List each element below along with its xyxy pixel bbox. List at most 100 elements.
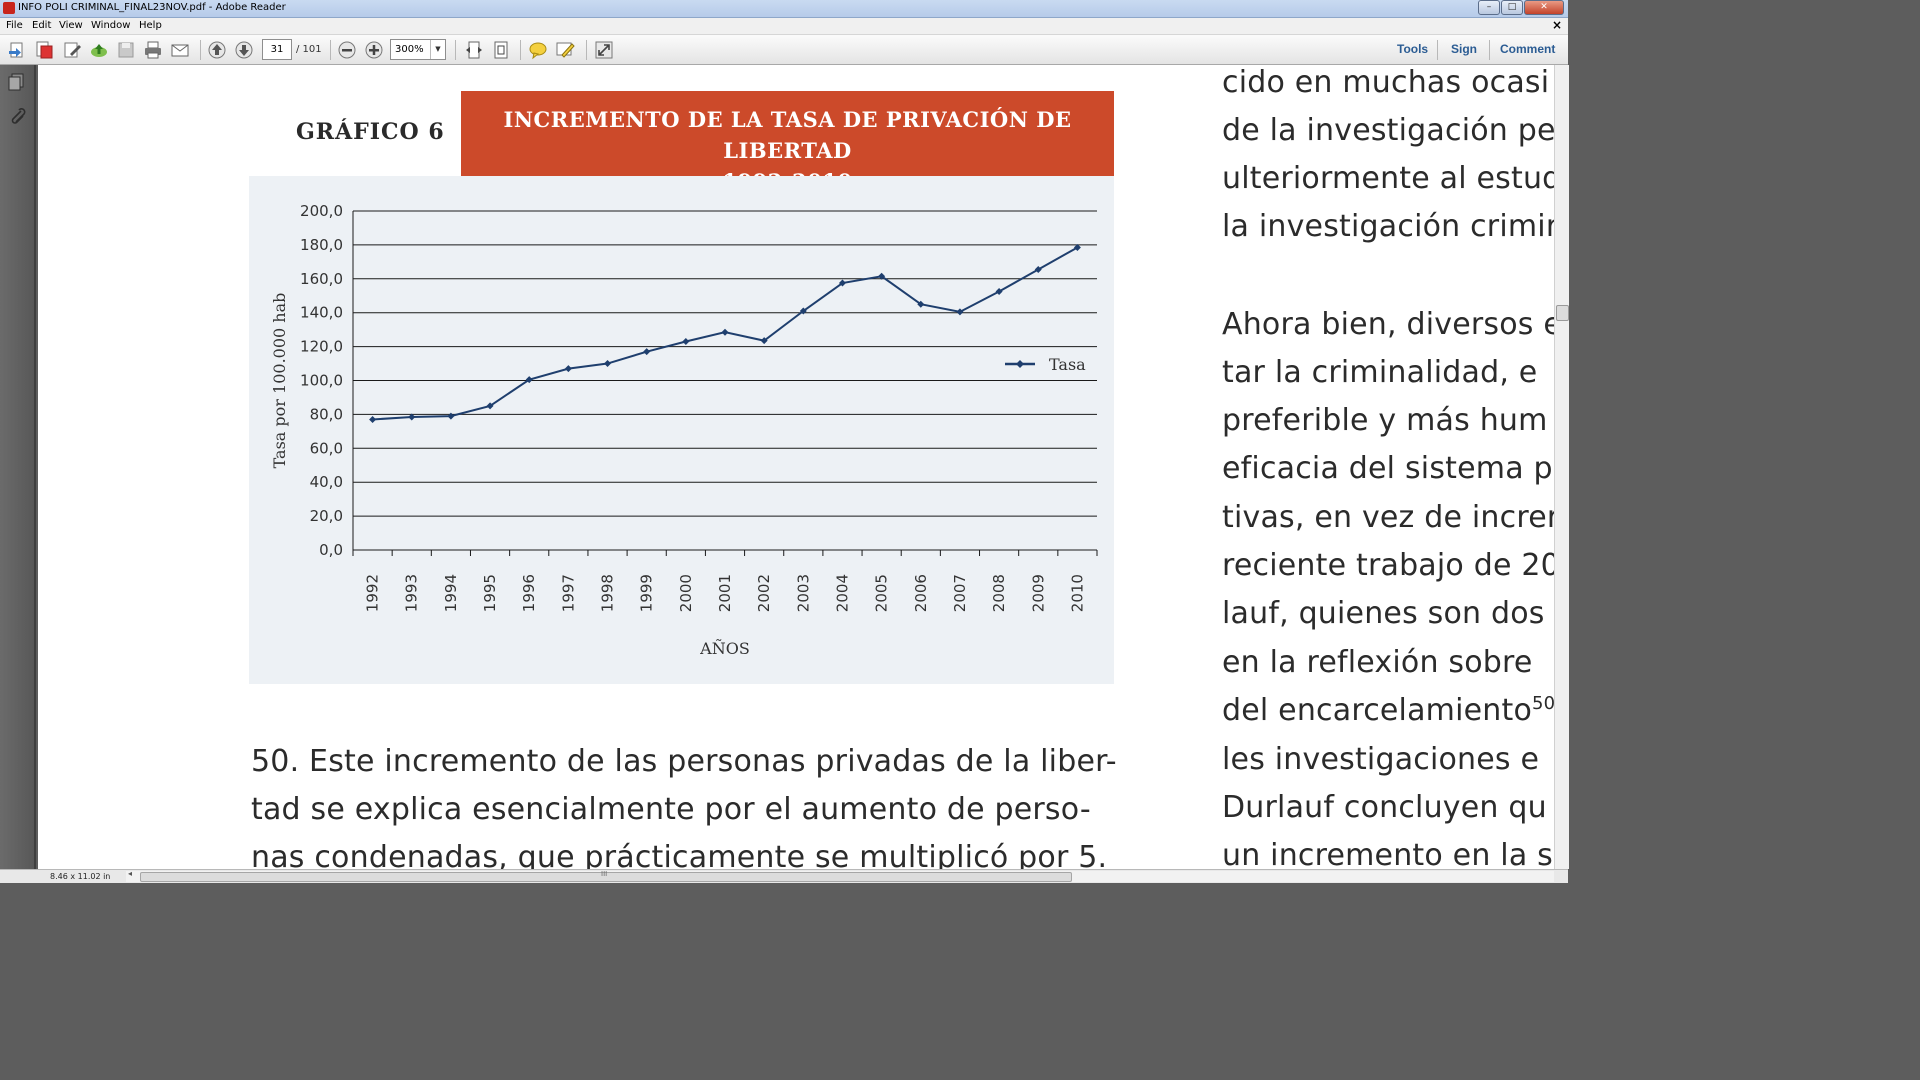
window-controls: – □ ✕ (1478, 0, 1564, 15)
x-tick-label: 2002 (755, 574, 773, 612)
data-point (995, 288, 1003, 296)
page-total: / 101 (296, 44, 322, 55)
comment-link[interactable]: Comment (1500, 42, 1556, 56)
y-tick-label: 160,0 (300, 270, 343, 288)
body-text-line: de la investigación pe (1222, 113, 1554, 148)
body-text-line: les investigaciones e (1222, 742, 1540, 777)
body-text-line: reciente trabajo de 20 (1222, 548, 1554, 583)
status-bar: 8.46 x 11.02 in ◂ III (0, 869, 1568, 883)
data-point (369, 415, 377, 423)
figure-title-line1: INCREMENTO DE LA TASA DE PRIVACIÓN DE LI… (503, 107, 1072, 163)
next-page-icon[interactable] (234, 40, 254, 60)
y-tick-label: 60,0 (310, 439, 343, 457)
data-point (1034, 265, 1042, 273)
scrollbar-thumb[interactable]: III (140, 870, 1072, 882)
chevron-down-icon[interactable]: ▼ (430, 40, 445, 59)
close-button[interactable]: ✕ (1524, 0, 1564, 15)
create-pdf-icon[interactable] (7, 40, 27, 60)
zoom-out-icon[interactable] (337, 40, 357, 60)
data-point (721, 328, 729, 336)
zoom-select[interactable]: 300% ▼ (390, 39, 446, 60)
window-title: INFO POLI CRIMINAL_FINAL23NOV.pdf - Adob… (18, 2, 286, 13)
highlight-icon[interactable] (555, 40, 575, 60)
zoom-in-icon[interactable] (364, 40, 384, 60)
edit-pdf-icon[interactable] (62, 40, 82, 60)
x-tick-label: 2000 (677, 574, 695, 612)
body-text-line: la investigación crimir (1222, 209, 1554, 244)
fit-width-icon[interactable] (464, 40, 484, 60)
body-text-line: en la reflexión sobre (1222, 645, 1533, 680)
x-tick-label: 2005 (873, 574, 891, 612)
scrollbar-thumb[interactable] (1556, 305, 1569, 321)
x-tick-label: 2004 (833, 574, 851, 612)
toolbar-separator (330, 40, 331, 60)
line-chart: 0,0 20,0 40,0 60,0 80,0 100,0 120,0 140,0 160,0 1… (270, 202, 1098, 658)
print-icon[interactable] (143, 40, 163, 60)
y-tick-label: 100,0 (300, 372, 343, 390)
page-size: 8.46 x 11.02 in (50, 872, 111, 881)
previous-page-icon[interactable] (207, 40, 227, 60)
body-text-line: ulteriormente al estud (1222, 161, 1554, 196)
pdf-page: GRÁFICO 6 INCREMENTO DE LA TASA DE PRIVA… (38, 65, 1554, 869)
y-tick-label: 140,0 (300, 304, 343, 322)
close-document-icon[interactable]: × (1551, 18, 1562, 32)
combine-files-icon[interactable] (34, 40, 54, 60)
save-icon[interactable] (116, 40, 136, 60)
figure-title: INCREMENTO DE LA TASA DE PRIVACIÓN DE LI… (461, 91, 1114, 194)
body-text-line: Durlauf concluyen qu (1222, 790, 1547, 825)
horizontal-scrollbar[interactable]: ◂ III (126, 869, 1554, 882)
maximize-button[interactable]: □ (1501, 0, 1523, 15)
page-number-input[interactable]: 31 (262, 39, 292, 60)
tools-link[interactable]: Tools (1397, 42, 1429, 56)
x-tick-label: 1999 (638, 574, 656, 612)
data-point (604, 360, 612, 368)
data-point (486, 402, 494, 410)
data-point (525, 376, 533, 384)
toolbar: 31 / 101 300% ▼ Tools Sign Comment (0, 35, 1568, 65)
data-point (408, 413, 416, 421)
x-tick-label: 2001 (716, 574, 734, 612)
y-tick-label: 120,0 (300, 338, 343, 356)
footnote-line: tad se explica esencialmente por el aume… (251, 792, 1091, 827)
x-tick-label: 1994 (442, 574, 460, 612)
data-point (917, 300, 925, 308)
footnote-line: 50. Este incremento de las personas priv… (251, 744, 1117, 779)
x-axis-label: AÑOS (699, 638, 750, 658)
adobe-reader-icon (3, 2, 15, 14)
expand-icon[interactable] (594, 40, 614, 60)
minimize-button[interactable]: – (1478, 0, 1500, 15)
menu-bar: File Edit View Window Help × (0, 18, 1568, 35)
x-tick-label: 2007 (951, 574, 969, 612)
email-icon[interactable] (170, 40, 190, 60)
menu-window[interactable]: Window (91, 20, 131, 31)
x-tick-label: 1992 (364, 574, 382, 612)
vertical-scrollbar[interactable] (1554, 65, 1569, 869)
comment-bubble-icon[interactable] (528, 40, 548, 60)
x-tick-label: 2009 (1029, 574, 1047, 612)
data-point (799, 307, 807, 315)
toolbar-separator (1437, 40, 1438, 60)
data-point (760, 337, 768, 345)
cloud-upload-icon[interactable] (89, 40, 109, 60)
body-text-line: eficacia del sistema p (1222, 451, 1553, 486)
y-tick-label: 80,0 (310, 405, 343, 423)
toolbar-separator (586, 40, 587, 60)
menu-edit[interactable]: Edit (32, 20, 52, 31)
y-tick-label: 20,0 (310, 507, 343, 525)
footnote-reference[interactable]: 50 (1532, 693, 1554, 714)
scroll-left-icon[interactable]: ◂ (128, 869, 133, 878)
figure-label: GRÁFICO 6 (296, 119, 445, 145)
data-point (878, 272, 886, 280)
fit-page-icon[interactable] (491, 40, 511, 60)
menu-view[interactable]: View (59, 20, 83, 31)
attachments-icon[interactable] (7, 107, 27, 127)
x-tick-label: 2008 (990, 574, 1008, 612)
menu-file[interactable]: File (6, 20, 23, 31)
page-thumbnails-icon[interactable] (7, 72, 27, 92)
menu-help[interactable]: Help (139, 20, 162, 31)
data-point (682, 338, 690, 346)
scroll-grip: III (601, 870, 608, 878)
sign-link[interactable]: Sign (1451, 42, 1477, 56)
document-viewport[interactable]: GRÁFICO 6 INCREMENTO DE LA TASA DE PRIVA… (36, 65, 1554, 869)
data-point (643, 348, 651, 356)
